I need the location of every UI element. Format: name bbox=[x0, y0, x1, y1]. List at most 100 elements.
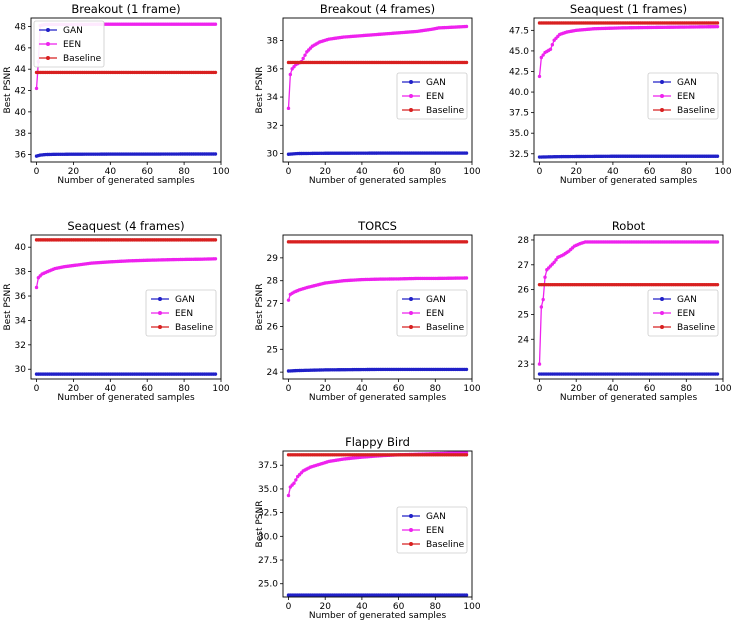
data-point bbox=[715, 24, 720, 29]
chart-title: Flappy Bird bbox=[345, 435, 410, 449]
subplot-4: Seaquest (4 frames) 0 20 40 60 80 100 30 32 34 36 3… bbox=[3, 219, 230, 403]
subplot-1: Breakout (1 frame) 0 20 40 60 80 100 36 38 40 42 44… bbox=[3, 2, 230, 186]
data-point bbox=[548, 47, 553, 51]
legend-box bbox=[145, 289, 217, 337]
legend-box bbox=[396, 289, 468, 337]
legend-marker bbox=[409, 514, 413, 518]
y-axis-label: Best PSNR bbox=[3, 67, 13, 114]
x-axis-label: Number of generated samples bbox=[560, 176, 698, 186]
y-tick-label: 24 bbox=[267, 368, 279, 378]
y-tick-label: 42 bbox=[15, 87, 26, 97]
legend-marker bbox=[409, 108, 413, 112]
data-point bbox=[213, 22, 218, 26]
legend-label: GAN bbox=[426, 295, 446, 305]
x-tick-label: 40 bbox=[105, 384, 117, 394]
plot-area bbox=[286, 24, 469, 156]
data-point bbox=[539, 305, 544, 309]
series-line-een bbox=[287, 452, 467, 496]
axes-frame bbox=[282, 234, 473, 380]
legend-label: GAN bbox=[426, 78, 446, 88]
legend-marker bbox=[409, 325, 413, 329]
x-tick-label: 20 bbox=[319, 602, 331, 612]
x-tick-label: 80 bbox=[178, 167, 190, 177]
x-tick-label: 80 bbox=[681, 167, 693, 177]
x-tick-label: 0 bbox=[286, 167, 292, 177]
chart-title: Breakout (4 frames) bbox=[320, 2, 435, 16]
x-tick-label: 0 bbox=[286, 602, 292, 612]
data-point bbox=[715, 282, 720, 287]
legend-marker bbox=[409, 80, 413, 84]
y-tick-label: 44 bbox=[15, 65, 27, 75]
legend-label: EEN bbox=[426, 309, 444, 319]
x-tick-label: 20 bbox=[319, 384, 331, 394]
y-tick-label: 37.5 bbox=[258, 461, 278, 471]
y-tick-label: 27 bbox=[518, 261, 529, 271]
x-tick-label: 100 bbox=[463, 602, 480, 612]
x-tick-label: 60 bbox=[644, 384, 656, 394]
y-tick-label: 36 bbox=[15, 151, 27, 161]
x-tick-label: 20 bbox=[570, 167, 582, 177]
data-point bbox=[213, 238, 218, 242]
y-tick-label: 48 bbox=[15, 23, 27, 33]
y-tick-label: 37.5 bbox=[509, 109, 529, 119]
legend-label: Baseline bbox=[677, 323, 716, 333]
x-axis-label: Number of generated samples bbox=[309, 611, 447, 621]
data-point bbox=[537, 74, 542, 79]
x-tick-label: 20 bbox=[68, 167, 80, 177]
legend: GAN EEN Baseline bbox=[647, 72, 719, 120]
subplot-5: TORCS 0 20 40 60 80 100 24 25 26 27 28 29 Number of g… bbox=[255, 219, 481, 403]
data-point bbox=[715, 240, 720, 244]
data-point bbox=[34, 285, 39, 290]
legend-marker bbox=[46, 28, 50, 32]
x-tick-label: 60 bbox=[644, 167, 656, 177]
y-tick-label: 28 bbox=[267, 277, 279, 287]
legend-label: Baseline bbox=[677, 106, 716, 116]
axes-frame bbox=[533, 234, 724, 380]
legend-marker bbox=[409, 297, 413, 301]
x-axis-label: Number of generated samples bbox=[57, 393, 195, 403]
legend-label: Baseline bbox=[63, 54, 102, 64]
y-axis-label: Best PSNR bbox=[255, 501, 265, 548]
data-point bbox=[543, 275, 547, 279]
y-tick-label: 47.5 bbox=[509, 26, 529, 36]
x-tick-label: 100 bbox=[212, 167, 229, 177]
data-point bbox=[715, 21, 720, 25]
y-tick-label: 42.5 bbox=[509, 67, 529, 77]
y-tick-label: 32 bbox=[267, 121, 278, 131]
data-point bbox=[294, 478, 298, 482]
legend-box bbox=[647, 289, 719, 337]
x-axis-label: Number of generated samples bbox=[57, 176, 195, 186]
axes-frame bbox=[30, 17, 222, 163]
axes-frame bbox=[282, 450, 473, 598]
x-tick-label: 60 bbox=[141, 167, 153, 177]
x-axis-label: Number of generated samples bbox=[560, 393, 698, 403]
legend-label: GAN bbox=[63, 26, 83, 36]
x-tick-label: 40 bbox=[607, 167, 619, 177]
subplot-6: Robot 0 20 40 60 80 100 23 24 25 26 27 28 Number of g… bbox=[518, 219, 732, 403]
y-tick-label: 36 bbox=[15, 292, 27, 302]
y-tick-label: 30 bbox=[267, 150, 279, 160]
x-tick-label: 80 bbox=[430, 602, 442, 612]
data-point bbox=[552, 260, 556, 265]
x-axis-label: Number of generated samples bbox=[309, 176, 447, 186]
data-point bbox=[213, 372, 218, 376]
data-point bbox=[464, 276, 469, 280]
x-tick-label: 40 bbox=[105, 167, 117, 177]
y-tick-label: 24 bbox=[518, 335, 530, 345]
y-tick-label: 23 bbox=[518, 360, 529, 370]
y-tick-label: 45.0 bbox=[509, 47, 529, 57]
chart-title: Seaquest (1 frames) bbox=[570, 2, 687, 16]
y-tick-label: 30.0 bbox=[258, 532, 278, 542]
y-tick-label: 36 bbox=[267, 65, 279, 75]
data-point bbox=[288, 72, 293, 77]
legend-marker bbox=[46, 42, 50, 46]
data-point bbox=[34, 86, 39, 91]
legend-label: EEN bbox=[426, 92, 444, 102]
legend-marker bbox=[46, 56, 50, 60]
y-tick-label: 38 bbox=[15, 268, 27, 278]
legend-box bbox=[396, 72, 468, 120]
x-tick-label: 40 bbox=[356, 602, 368, 612]
subplot-2: Breakout (4 frames) 0 20 40 60 80 100 30 32 34 36 3… bbox=[255, 2, 481, 186]
data-point bbox=[550, 43, 555, 47]
